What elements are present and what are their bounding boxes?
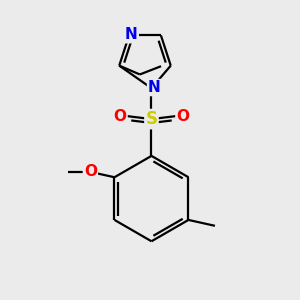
Text: O: O [84,164,97,179]
Text: N: N [148,80,161,95]
Text: N: N [125,27,138,42]
Text: O: O [113,109,127,124]
Text: O: O [176,109,190,124]
Text: S: S [146,110,158,128]
